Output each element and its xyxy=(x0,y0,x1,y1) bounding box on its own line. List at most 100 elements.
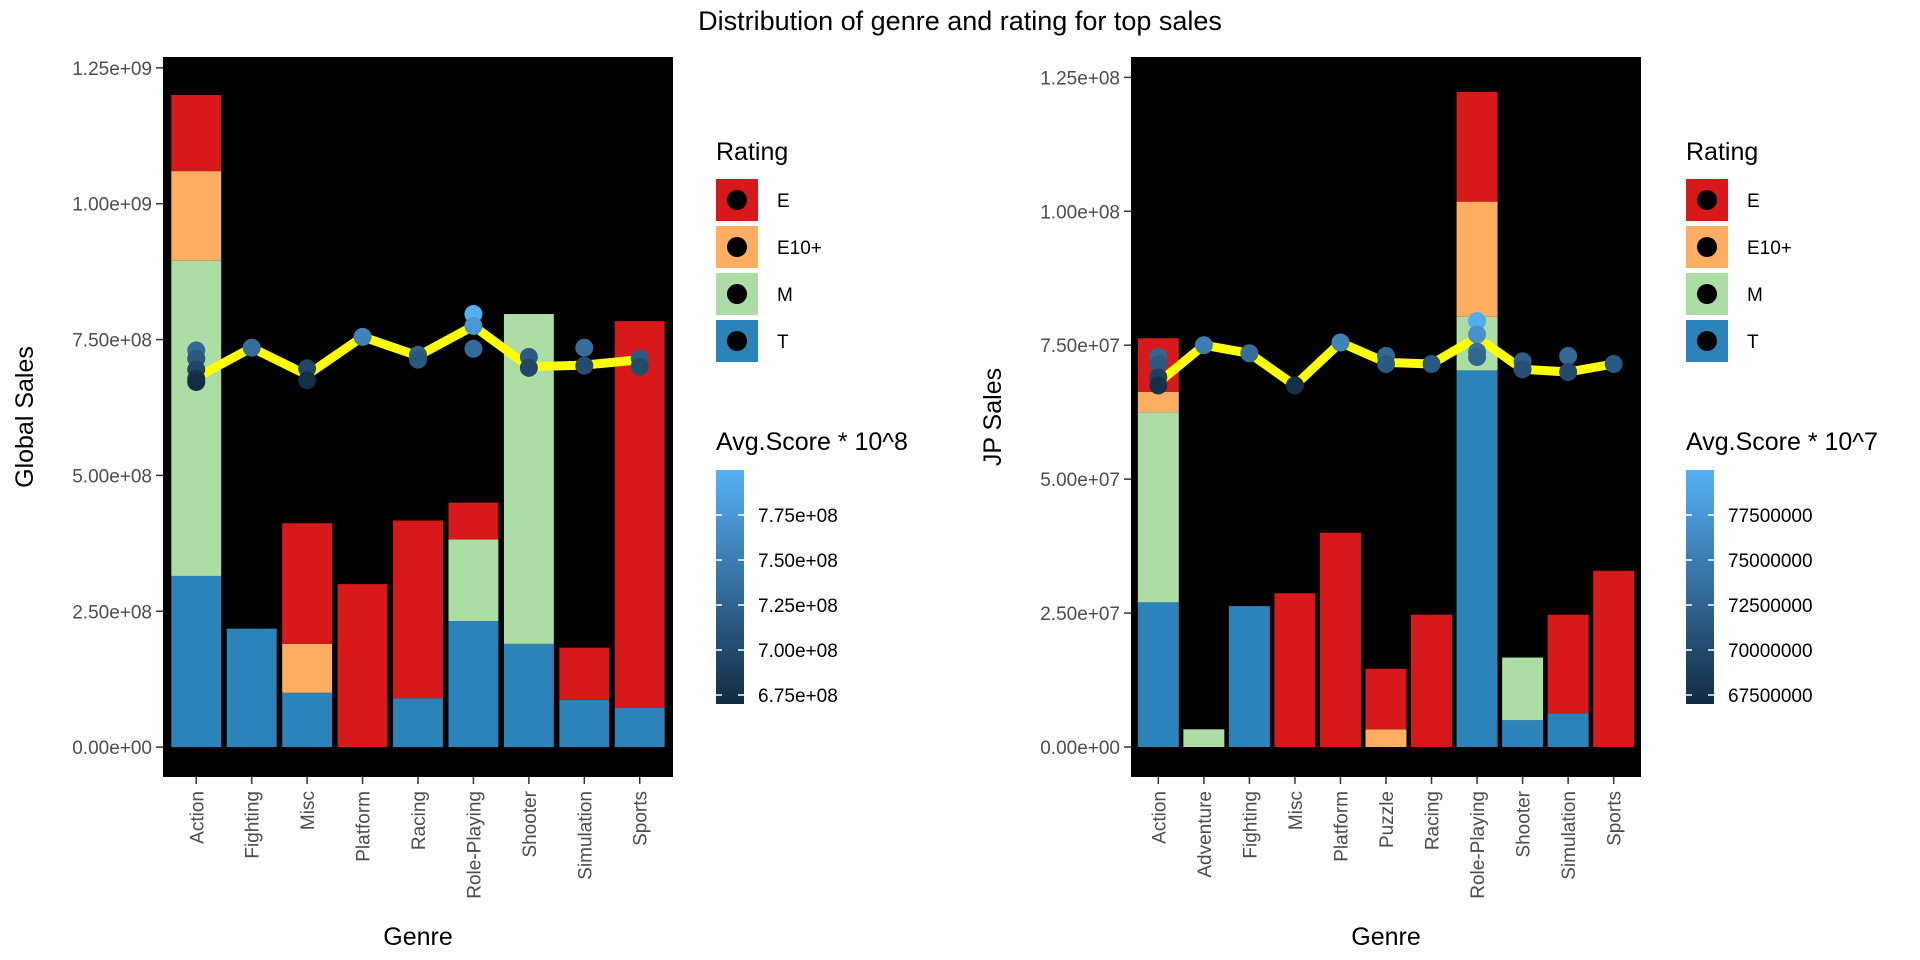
score-point xyxy=(1604,354,1623,373)
bar-sports-t xyxy=(614,707,665,748)
score-point xyxy=(1149,376,1168,395)
x-tick-label: Simulation xyxy=(1559,791,1580,880)
score-point xyxy=(1422,354,1441,373)
bar-fighting-t xyxy=(1228,606,1270,747)
colorbar-label: 7.75e+08 xyxy=(758,506,838,527)
legend-label-t: T xyxy=(1747,332,1759,353)
score-point xyxy=(353,327,372,346)
y-tick-label: 1.25e+09 xyxy=(72,59,152,80)
score-point xyxy=(1149,354,1168,373)
legend-rating-title: Rating xyxy=(716,138,788,166)
bar-role-playing-e xyxy=(448,502,499,540)
x-tick-label: Action xyxy=(1149,791,1170,844)
x-tick-label: Fighting xyxy=(243,791,264,859)
x-tick-label: Shooter xyxy=(520,790,541,857)
x-tick-label: Misc xyxy=(298,791,319,830)
y-tick-label: 0.00e+00 xyxy=(72,738,152,759)
legend-key-dot xyxy=(727,284,747,304)
score-point xyxy=(464,339,483,358)
x-tick-label: Racing xyxy=(1423,791,1444,850)
bar-simulation-t xyxy=(1547,713,1589,747)
bar-action-m xyxy=(171,260,222,576)
colorbar-label: 70000000 xyxy=(1728,641,1813,662)
score-point xyxy=(1240,344,1259,363)
score-point xyxy=(242,338,261,357)
bar-platform-e xyxy=(1319,532,1361,747)
bar-action-e10+ xyxy=(1137,391,1179,413)
x-tick-label: Platform xyxy=(354,791,375,862)
legend-label-e10+: E10+ xyxy=(1747,238,1792,259)
legend-key-dot xyxy=(1697,237,1717,257)
bar-role-playing-e xyxy=(1456,91,1498,202)
score-point xyxy=(1331,333,1350,352)
bar-platform-e xyxy=(337,584,388,748)
score-point xyxy=(519,358,538,377)
y-axis-title: Global Sales xyxy=(11,346,39,488)
bar-simulation-t xyxy=(559,699,610,748)
bar-shooter-t xyxy=(503,643,554,748)
x-tick-label: Adventure xyxy=(1195,791,1216,878)
score-point xyxy=(464,316,483,335)
colorbar-label: 7.25e+08 xyxy=(758,596,838,617)
legend-score-title: Avg.Score * 10^8 xyxy=(716,428,908,456)
score-point xyxy=(1559,346,1578,365)
y-tick-label: 1.00e+08 xyxy=(1040,202,1120,223)
score-point xyxy=(1513,360,1532,379)
score-point xyxy=(1285,376,1304,395)
x-tick-label: Simulation xyxy=(575,791,596,880)
legend-colorbar xyxy=(1686,470,1714,704)
bar-shooter-t xyxy=(1502,720,1544,747)
score-point xyxy=(1468,348,1487,366)
score-point xyxy=(1194,336,1213,355)
bar-racing-e xyxy=(393,520,443,699)
score-point xyxy=(1468,325,1487,344)
x-axis-title: Genre xyxy=(1351,923,1420,951)
y-tick-label: 2.50e+08 xyxy=(72,602,152,623)
legend-key-dot xyxy=(1697,331,1717,351)
legend-rating-title: Rating xyxy=(1686,138,1758,166)
y-tick-label: 5.00e+07 xyxy=(1040,470,1120,491)
x-tick-label: Racing xyxy=(409,791,430,850)
score-point xyxy=(1377,354,1395,373)
legend-label-m: M xyxy=(777,285,793,306)
chart-title: Distribution of genre and rating for top… xyxy=(698,6,1222,36)
bar-action-e xyxy=(171,95,222,172)
colorbar-label: 6.75e+08 xyxy=(758,686,838,707)
colorbar-label: 75000000 xyxy=(1728,551,1813,572)
score-point xyxy=(630,357,649,376)
legend-label-e10+: E10+ xyxy=(777,238,822,259)
colorbar-label: 72500000 xyxy=(1728,596,1813,617)
x-tick-label: Role-Playing xyxy=(1468,791,1489,899)
bar-adventure-m xyxy=(1183,729,1225,747)
y-tick-label: 0.00e+00 xyxy=(1040,738,1120,759)
colorbar-label: 77500000 xyxy=(1728,506,1813,527)
x-tick-label: Platform xyxy=(1331,791,1352,862)
legend-key-dot xyxy=(1697,284,1717,304)
score-point xyxy=(575,338,594,357)
bar-fighting-t xyxy=(226,628,277,748)
bar-puzzle-e xyxy=(1365,668,1407,730)
colorbar-label: 67500000 xyxy=(1728,686,1813,707)
bar-role-playing-m xyxy=(448,539,499,622)
score-point xyxy=(409,350,427,369)
bar-shooter-m xyxy=(1502,657,1544,721)
score-point xyxy=(575,356,594,375)
bar-misc-e xyxy=(1274,593,1316,747)
bar-misc-e xyxy=(282,523,333,644)
y-tick-label: 5.00e+08 xyxy=(72,466,152,487)
legend-label-e: E xyxy=(1747,191,1760,212)
x-tick-label: Misc xyxy=(1286,791,1307,830)
bar-role-playing-t xyxy=(448,621,499,748)
colorbar-label: 7.50e+08 xyxy=(758,551,838,572)
legend-key-dot xyxy=(727,237,747,257)
y-tick-label: 7.50e+08 xyxy=(72,331,152,352)
y-tick-label: 1.00e+09 xyxy=(72,195,152,216)
y-tick-label: 7.50e+07 xyxy=(1040,336,1120,357)
legend-label-m: M xyxy=(1747,285,1763,306)
legend-colorbar xyxy=(716,470,744,704)
bar-misc-t xyxy=(282,692,333,748)
bar-role-playing-t xyxy=(1456,370,1498,747)
legend-label-e: E xyxy=(777,191,790,212)
bar-action-t xyxy=(171,575,222,748)
legend-key-dot xyxy=(1697,190,1717,210)
